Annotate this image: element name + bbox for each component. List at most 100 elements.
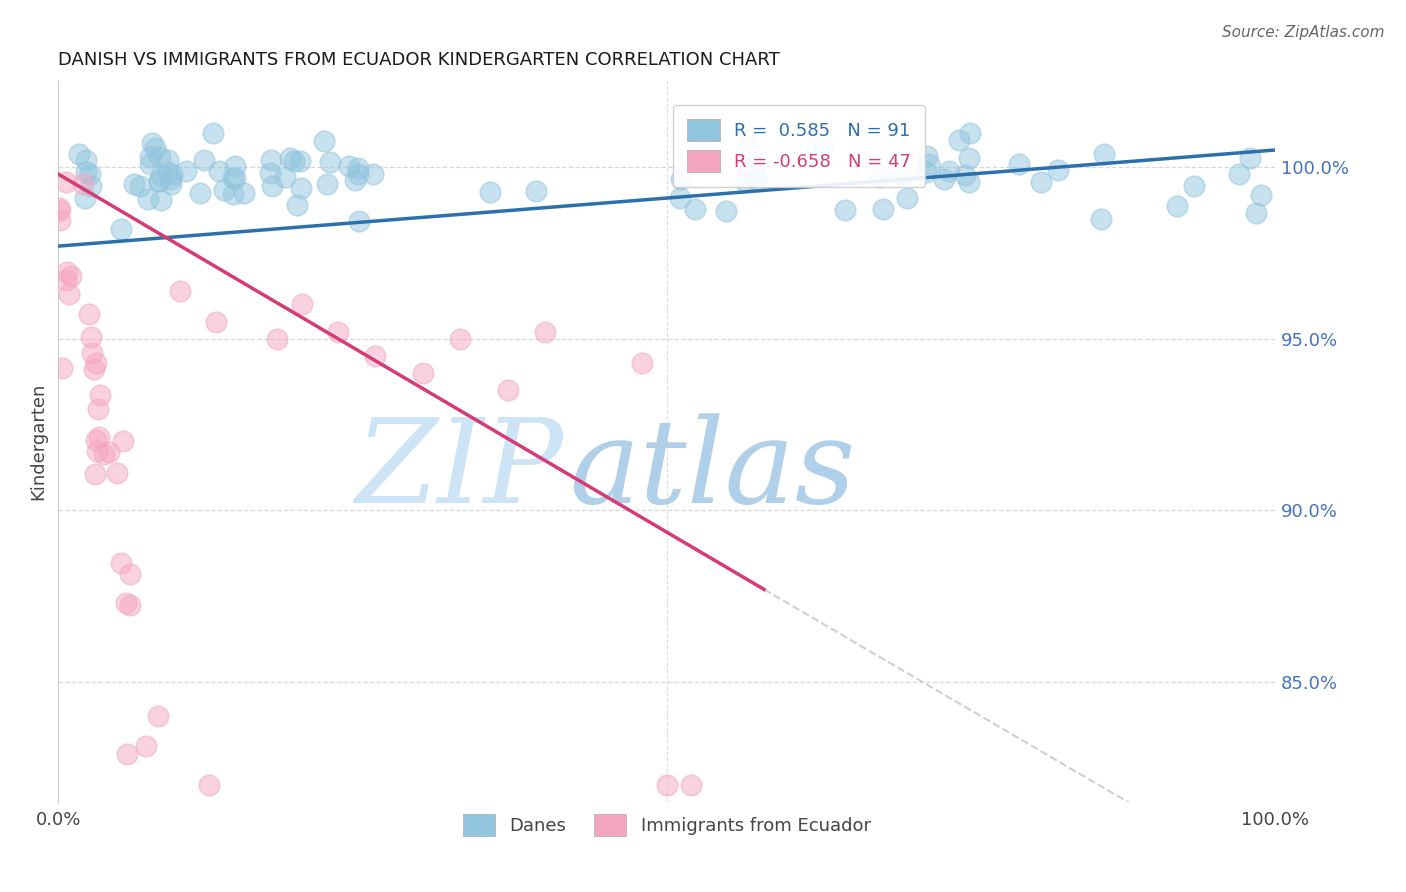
Point (118, 599, 141, 613)
Point (1166, 199, 1188, 213)
Point (48, 213, 70, 227)
Point (221, 170, 243, 185)
Point (1227, 167, 1250, 181)
Point (214, 183, 236, 197)
Point (75, 165, 97, 179)
Point (260, 179, 283, 194)
Point (631, 356, 654, 370)
Point (208, 164, 231, 178)
Point (55, 273, 77, 287)
Y-axis label: Kindergarten: Kindergarten (30, 384, 46, 500)
Point (110, 556, 132, 570)
Point (122, 178, 145, 192)
Point (120, 566, 142, 581)
Point (1047, 163, 1070, 178)
Point (363, 349, 385, 363)
Point (148, 174, 170, 188)
Point (115, 747, 138, 761)
Point (479, 185, 502, 199)
Point (67, 146, 90, 161)
Point (957, 151, 980, 165)
Point (326, 325, 349, 339)
Point (285, 198, 308, 212)
Point (80, 330, 103, 344)
Point (957, 175, 980, 189)
Point (55, 176, 77, 190)
Point (139, 150, 162, 164)
Point (948, 133, 970, 147)
Point (738, 164, 761, 178)
Point (1182, 179, 1205, 194)
Point (58, 287, 80, 301)
Point (174, 163, 197, 178)
Point (745, 173, 768, 187)
Point (872, 202, 894, 217)
Point (60, 268, 83, 283)
Point (337, 159, 360, 173)
Point (162, 167, 184, 181)
Point (278, 151, 301, 165)
Point (222, 186, 245, 201)
Point (87, 402, 110, 417)
Point (75, 153, 97, 167)
Point (224, 171, 246, 186)
Point (159, 172, 181, 186)
Point (291, 297, 314, 311)
Point (232, 186, 254, 200)
Point (89, 388, 111, 402)
Point (148, 173, 170, 187)
Point (347, 161, 370, 175)
Point (193, 153, 215, 168)
Point (156, 153, 179, 167)
Point (953, 168, 976, 182)
Point (202, 126, 225, 140)
Point (259, 166, 281, 180)
Point (813, 138, 835, 153)
Point (524, 185, 547, 199)
Point (97, 444, 120, 458)
Text: atlas: atlas (569, 413, 856, 528)
Text: Source: ZipAtlas.com: Source: ZipAtlas.com (1222, 25, 1385, 40)
Point (149, 168, 172, 182)
Point (681, 778, 703, 792)
Point (266, 332, 288, 346)
Point (834, 202, 856, 217)
Point (896, 191, 918, 205)
Point (668, 191, 690, 205)
Point (157, 165, 180, 179)
Point (80, 345, 103, 359)
Point (86, 444, 108, 458)
Point (48, 201, 70, 215)
Point (1008, 157, 1031, 171)
Point (224, 159, 246, 173)
Point (344, 173, 367, 187)
Point (198, 778, 221, 792)
Point (115, 596, 138, 610)
Point (79, 167, 101, 181)
Point (136, 192, 159, 206)
Point (891, 169, 914, 183)
Point (917, 149, 939, 163)
Point (1246, 206, 1268, 220)
Point (347, 214, 370, 228)
Text: ZIP: ZIP (356, 413, 564, 528)
Legend: Danes, Immigrants from Ecuador: Danes, Immigrants from Ecuador (456, 807, 877, 844)
Point (683, 202, 706, 216)
Point (361, 167, 384, 181)
Point (84, 356, 107, 370)
Point (283, 154, 305, 169)
Point (318, 154, 340, 169)
Point (869, 170, 891, 185)
Point (1239, 151, 1261, 165)
Point (93, 448, 115, 462)
Point (112, 434, 135, 449)
Point (735, 140, 758, 154)
Point (83, 362, 105, 376)
Point (149, 150, 172, 164)
Point (498, 384, 520, 398)
Point (1029, 175, 1052, 189)
Point (412, 366, 434, 380)
Point (312, 134, 335, 148)
Text: DANISH VS IMMIGRANTS FROM ECUADOR KINDERGARTEN CORRELATION CHART: DANISH VS IMMIGRANTS FROM ECUADOR KINDER… (58, 51, 780, 69)
Point (135, 739, 157, 754)
